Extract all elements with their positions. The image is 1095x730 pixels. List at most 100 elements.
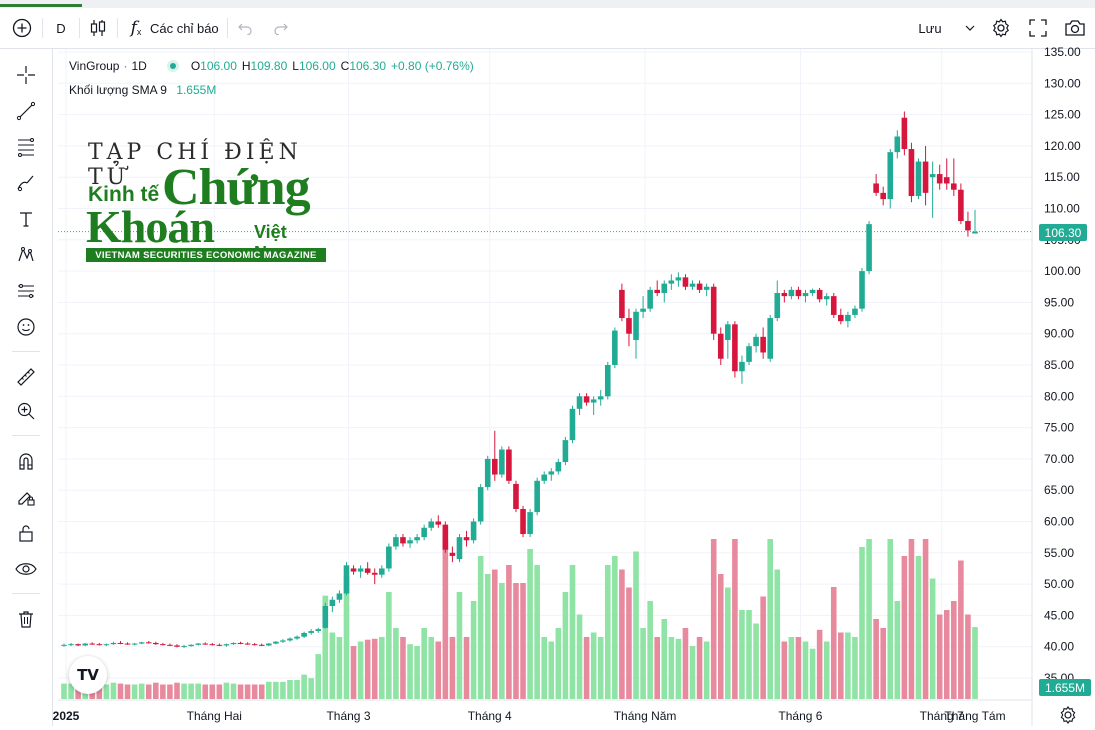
y-tick-label: 75.00 <box>1044 421 1074 435</box>
camera-icon[interactable] <box>1062 8 1088 48</box>
volume-bar <box>329 632 336 699</box>
candle-body <box>103 644 110 646</box>
volume-bar <box>280 681 286 699</box>
candle-body <box>943 177 950 184</box>
volume-bar <box>223 682 230 699</box>
crosshair-icon[interactable] <box>14 63 38 87</box>
volume-label[interactable]: Khối lượng SMA 9 <box>69 83 167 97</box>
unlock-icon[interactable] <box>14 521 38 545</box>
undo-icon[interactable] <box>234 8 256 48</box>
trend-line-icon[interactable] <box>14 99 38 123</box>
candle-body <box>626 318 632 334</box>
watermark-line: Kinh tế <box>88 183 160 206</box>
high-label: H <box>241 59 251 73</box>
volume-bar <box>562 592 569 699</box>
volume-bar <box>407 644 413 699</box>
fullscreen-icon[interactable] <box>1026 8 1050 48</box>
volume-bar <box>421 628 427 699</box>
text-icon[interactable] <box>14 207 38 231</box>
toolbar-divider <box>227 18 228 38</box>
lock-pencil-icon[interactable] <box>14 485 38 509</box>
settings-gear-icon[interactable] <box>989 8 1013 48</box>
y-tick-label: 80.00 <box>1044 389 1074 403</box>
axis-settings-gear-icon[interactable] <box>1058 705 1078 725</box>
brush-icon[interactable] <box>14 171 38 195</box>
volume-bar <box>936 614 943 699</box>
candle-body <box>61 644 67 646</box>
candle-body <box>393 537 399 547</box>
indicators-button[interactable]: Các chỉ báo <box>150 20 219 36</box>
trash-icon[interactable] <box>14 607 38 631</box>
candle-body <box>548 471 555 475</box>
ruler-icon[interactable] <box>14 365 38 389</box>
volume-bar <box>343 575 350 699</box>
volume-bar <box>393 628 399 699</box>
candles-icon[interactable] <box>86 8 110 48</box>
candle-body <box>972 231 978 234</box>
y-tick-label: 55.00 <box>1044 546 1074 560</box>
tradingview-logo[interactable]: TV <box>69 656 107 694</box>
volume-bar <box>188 683 194 699</box>
redo-icon[interactable] <box>270 8 292 48</box>
interval-button[interactable]: D <box>56 20 66 36</box>
candle-body <box>82 643 88 646</box>
volume-bar <box>732 539 738 699</box>
candle-body <box>668 280 675 284</box>
candle-body <box>287 638 293 641</box>
volume-bar <box>371 638 378 699</box>
active-tab-indicator <box>0 4 82 7</box>
candle-body <box>336 593 343 600</box>
candle-body <box>958 189 964 222</box>
prediction-icon[interactable] <box>14 279 38 303</box>
volume-bar <box>308 678 314 699</box>
volume-bar <box>604 565 611 699</box>
candle-body <box>491 458 498 475</box>
volume-bar <box>696 637 703 699</box>
candle-body <box>838 314 844 322</box>
volume-bar <box>541 637 548 699</box>
candle-body <box>788 289 795 297</box>
candle-body <box>929 174 936 178</box>
volume-bar <box>830 587 837 699</box>
save-button[interactable]: Lưu <box>918 20 942 36</box>
candle-body <box>619 289 625 319</box>
candle-body <box>739 361 745 372</box>
magnet-icon[interactable] <box>14 449 38 473</box>
candle-body <box>167 644 173 646</box>
chevron-down-icon[interactable] <box>962 8 978 48</box>
candle-body <box>781 293 788 297</box>
volume-bar <box>527 549 533 699</box>
volume-bar <box>435 641 442 699</box>
candle-body <box>350 568 357 572</box>
volume-bar <box>534 565 540 699</box>
fib-retracement-icon[interactable] <box>14 135 38 159</box>
volume-bar <box>428 637 435 699</box>
volume-bar <box>823 641 830 699</box>
y-tick-label: 85.00 <box>1044 358 1074 372</box>
volume-bar <box>153 682 159 699</box>
volume-bar <box>781 641 788 699</box>
candle-body <box>449 552 456 556</box>
volume-bar <box>753 623 759 699</box>
candle-body <box>117 642 124 644</box>
volume-bar <box>548 641 555 699</box>
candle-body <box>661 283 668 294</box>
volume-bar <box>456 592 463 699</box>
volume-bar <box>958 560 964 699</box>
eye-icon[interactable] <box>14 557 38 581</box>
volume-bar <box>576 614 583 699</box>
close-label: C <box>340 59 350 73</box>
candle-body <box>689 283 696 287</box>
volume-bar <box>378 637 385 699</box>
symbol-name[interactable]: VinGroup <box>69 59 120 73</box>
candle-body <box>809 289 816 294</box>
y-tick-label: 110.00 <box>1044 202 1080 216</box>
market-status-icon[interactable] <box>166 60 179 72</box>
zoom-in-icon[interactable] <box>14 399 38 423</box>
add-symbol-icon[interactable] <box>10 8 34 48</box>
volume-bar <box>273 681 279 699</box>
pattern-icon[interactable] <box>14 243 38 267</box>
emoji-icon[interactable] <box>14 315 38 339</box>
